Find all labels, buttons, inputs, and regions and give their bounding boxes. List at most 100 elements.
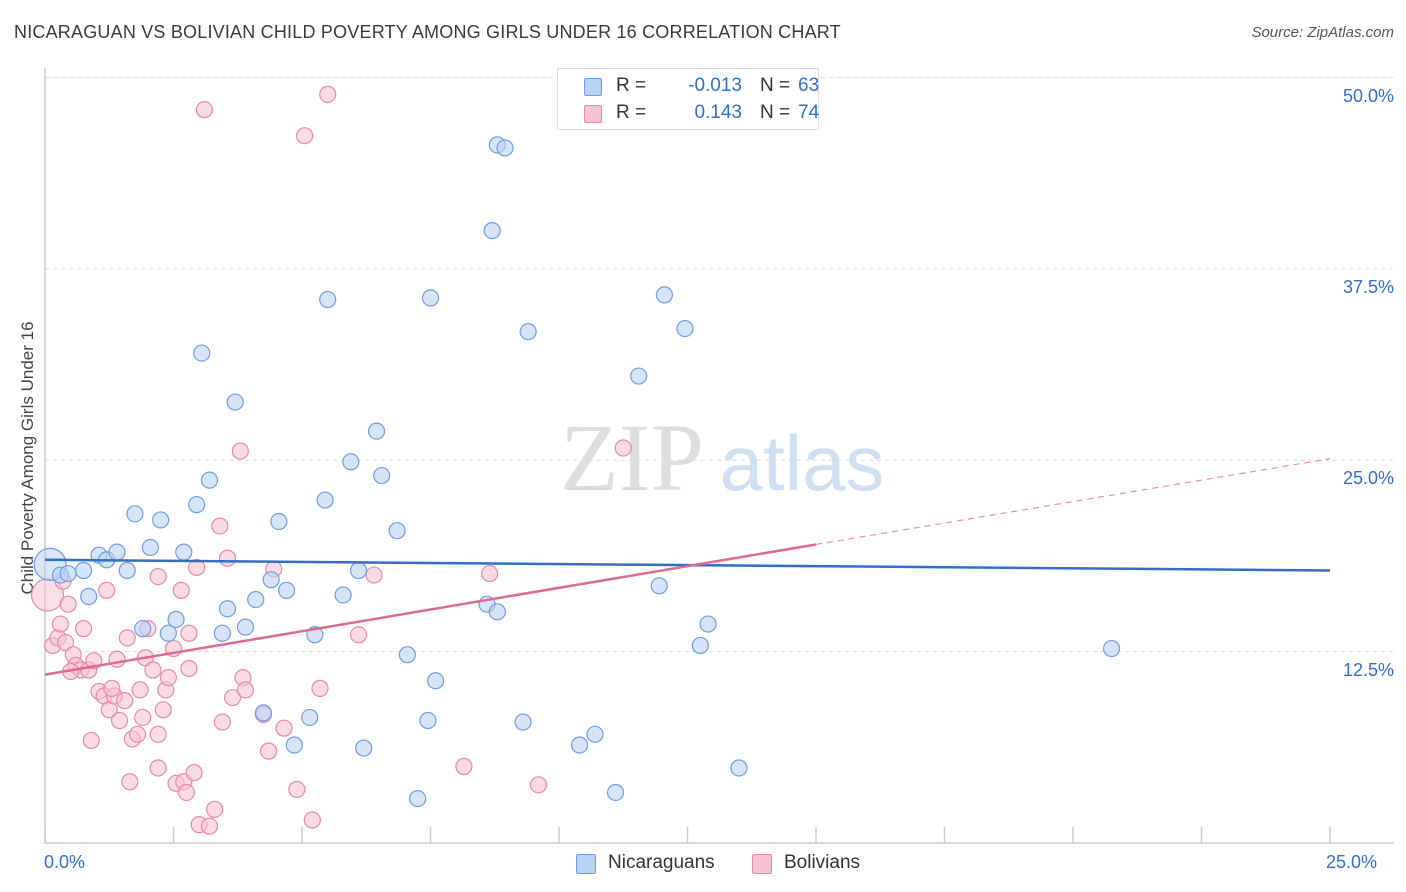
nicaraguans-point <box>236 618 255 636</box>
nicaraguans-point <box>188 496 206 514</box>
bolivians-point <box>154 701 172 719</box>
bolivians-point <box>185 763 203 782</box>
bolivians-point <box>59 595 77 613</box>
bolivians-point <box>121 773 139 791</box>
nicaraguans-point <box>483 222 501 240</box>
source-credit: Source: ZipAtlas.com <box>1251 24 1394 41</box>
bolivians-point <box>177 783 195 802</box>
nicaraguans-point <box>319 290 337 309</box>
bolivians-point <box>188 558 206 577</box>
nicaraguans-point <box>655 286 673 304</box>
chart-title: NICARAGUAN VS BOLIVIAN CHILD POVERTY AMO… <box>14 22 841 42</box>
nicaraguans-point <box>409 790 427 808</box>
nicaraguans-point <box>254 704 273 722</box>
bolivians-point <box>180 624 198 642</box>
bolivians-point <box>108 650 126 668</box>
bolivians-point <box>56 633 75 652</box>
bolivians-point <box>206 800 224 818</box>
nicaraguans-point <box>388 522 406 540</box>
bolivians-point <box>200 817 219 835</box>
bolivians-point <box>103 679 121 697</box>
correlation-legend: R = -0.013 N = 63 R = 0.143 N = 74 <box>557 68 819 130</box>
bolivians-point <box>275 719 293 737</box>
x-tick-label-max: 25.0% <box>1326 852 1378 872</box>
nicaraguans-point <box>270 512 288 531</box>
nicaraguans-point <box>247 590 265 609</box>
nicaraguans-point <box>218 600 237 618</box>
bolivians-point <box>614 439 632 457</box>
nicaraguans-point <box>630 367 648 385</box>
bolivians-point <box>213 713 231 731</box>
legend-r-value-nicaraguans: -0.013 <box>688 75 742 96</box>
nicaraguans-point <box>419 711 437 730</box>
bolivians-trend-line <box>44 543 817 676</box>
bolivians-point <box>149 759 167 777</box>
bolivians-point <box>74 620 93 638</box>
bolivians-point <box>455 757 473 776</box>
bottom-legend-label-bolivians: Bolivians <box>784 852 861 873</box>
bolivians-point <box>110 711 129 730</box>
y-tick-label-50: 50.0% <box>1342 86 1394 106</box>
nicaraguans-point <box>699 615 717 633</box>
nicaraguans-point <box>519 323 537 341</box>
nicaraguans-point <box>59 564 77 583</box>
legend-r-label: R = <box>616 75 647 96</box>
bolivians-point <box>98 581 116 599</box>
nicaraguans-point <box>175 543 193 561</box>
legend-n-value-bolivians: 74 <box>798 102 820 123</box>
bolivians-point <box>159 669 177 687</box>
bolivians-point <box>116 692 134 710</box>
bolivians-trend-line-extension <box>815 458 1331 546</box>
nicaraguans-point <box>152 511 170 529</box>
y-tick-label-25: 25.0% <box>1342 468 1394 488</box>
bolivians-point <box>195 101 213 119</box>
nicaraguans-point <box>606 783 625 802</box>
bolivians-point <box>319 85 337 103</box>
bolivians-point <box>349 626 368 644</box>
nicaraguans-point <box>570 736 589 754</box>
nicaraguans-point <box>301 708 319 727</box>
bolivians-point <box>311 679 329 697</box>
bolivians-point <box>288 780 306 799</box>
nicaraguans-point <box>74 561 93 580</box>
bolivians-point <box>231 442 249 460</box>
nicaraguans-point <box>285 736 303 754</box>
bottom-legend-swatch-bolivians <box>752 854 772 874</box>
legend-r-value-bolivians: 0.143 <box>694 102 742 123</box>
trend-lines <box>44 458 1331 676</box>
nicaraguans-points <box>33 136 1121 808</box>
nicaraguans-point <box>650 577 668 595</box>
nicaraguans-point <box>80 587 98 606</box>
bottom-legend-swatch-nicaraguans <box>576 854 596 874</box>
nicaraguans-point <box>126 505 144 523</box>
watermark-atlas: atlas <box>720 419 885 507</box>
nicaraguans-point <box>355 739 373 757</box>
nicaraguans-point <box>373 466 391 485</box>
bolivians-point <box>211 517 229 535</box>
nicaraguans-point <box>496 139 514 157</box>
nicaraguans-point <box>277 581 296 599</box>
nicaraguans-point <box>367 422 386 440</box>
bolivians-point <box>481 564 499 583</box>
bolivians-point <box>131 681 149 699</box>
legend-swatch-nicaraguans <box>584 78 602 96</box>
bolivians-point <box>128 725 147 743</box>
nicaraguans-point <box>118 561 136 580</box>
nicaraguans-point <box>108 543 126 561</box>
nicaraguans-point <box>488 603 506 621</box>
bolivians-point <box>529 776 548 794</box>
nicaraguans-point <box>193 344 211 362</box>
bottom-legend-label-nicaraguans: Nicaraguans <box>608 852 715 873</box>
bolivians-point <box>365 566 383 584</box>
bolivians-point <box>259 742 278 760</box>
bolivians-point <box>134 708 152 727</box>
nicaraguans-point <box>586 725 604 743</box>
legend-swatch-bolivians <box>584 105 602 123</box>
y-tick-label-12-5: 12.5% <box>1342 660 1394 680</box>
nicaraguans-point <box>134 620 152 638</box>
bolivians-point <box>149 725 167 743</box>
nicaraguans-point <box>427 672 445 690</box>
legend-n-value-nicaraguans: 63 <box>798 75 820 96</box>
bolivians-point <box>149 568 167 586</box>
